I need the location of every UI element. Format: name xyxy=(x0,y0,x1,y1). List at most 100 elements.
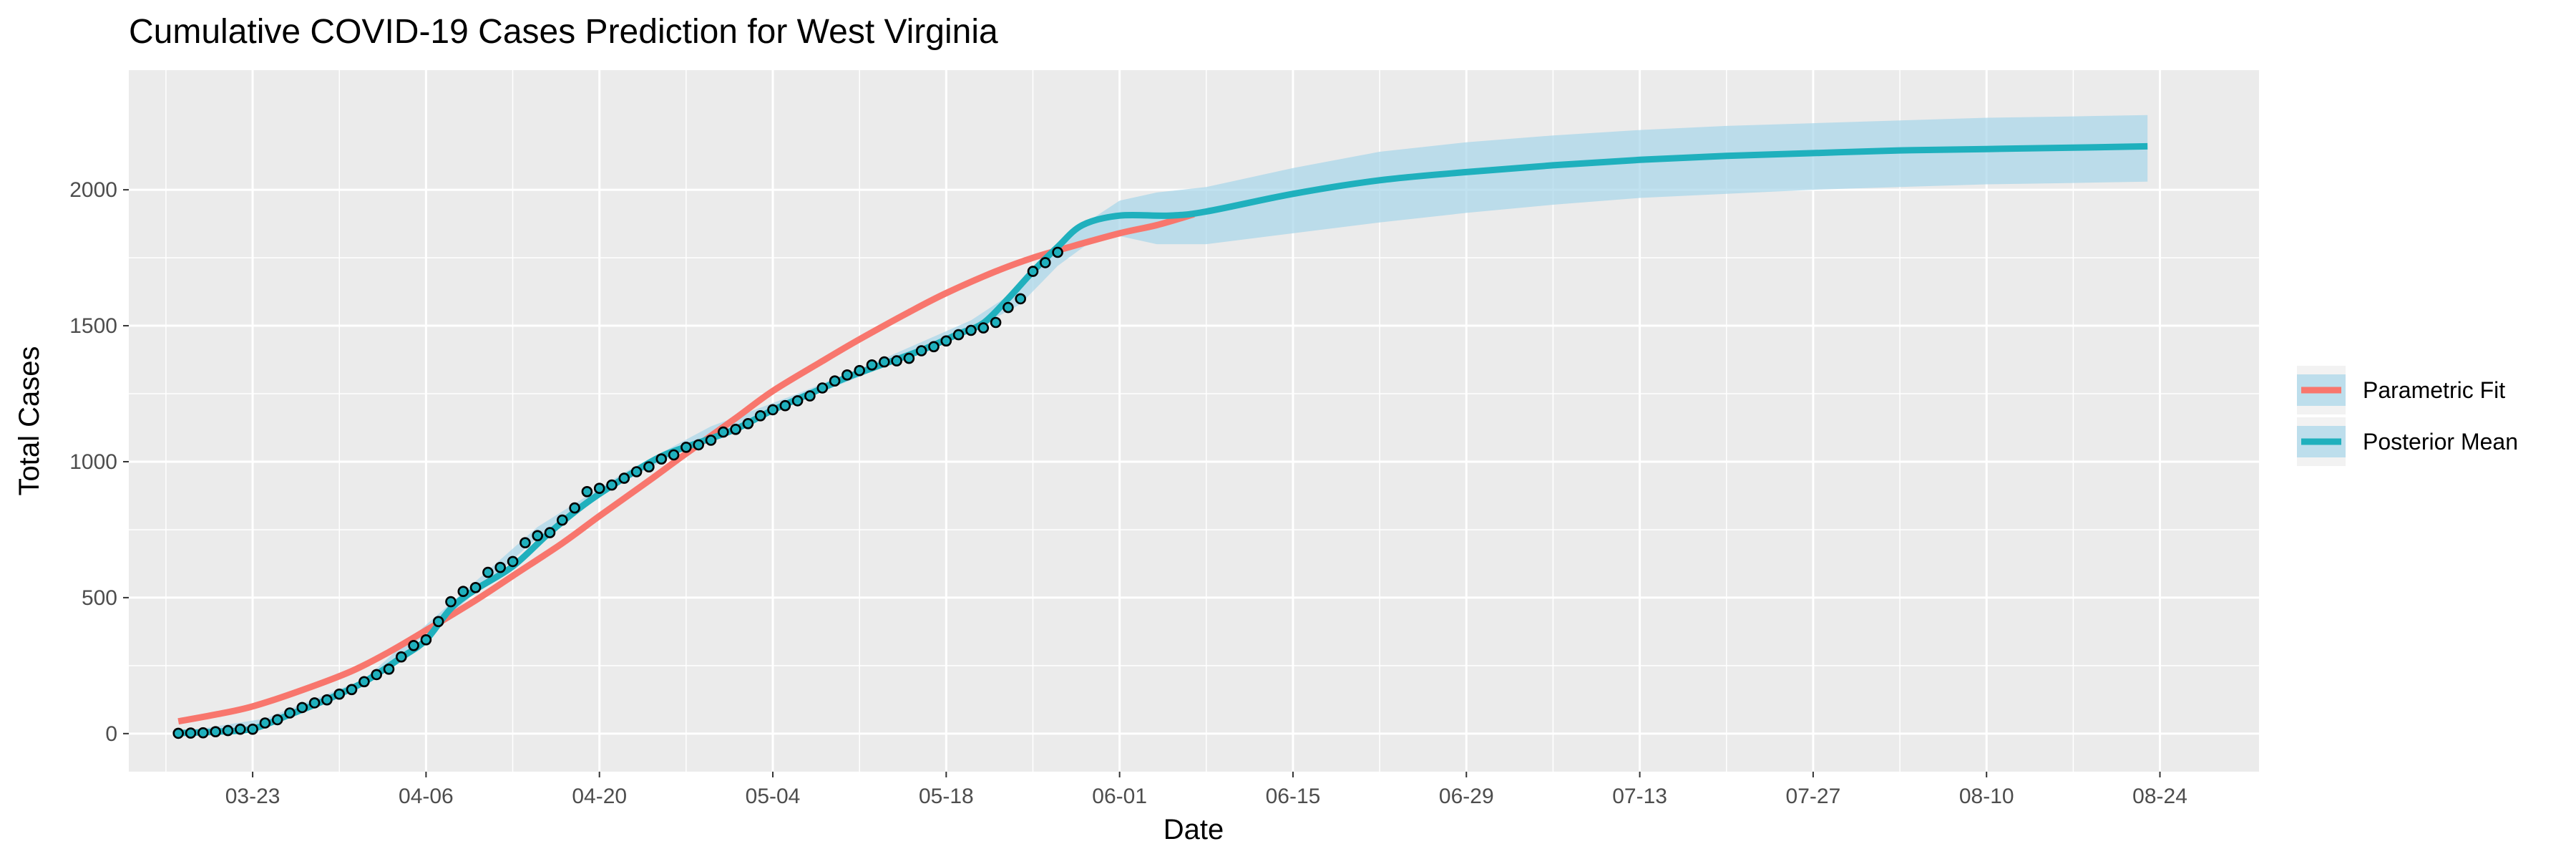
observed-point xyxy=(445,596,457,608)
observed-point xyxy=(1052,246,1063,258)
observed-point xyxy=(519,537,531,549)
observed-point xyxy=(1027,266,1039,277)
x-tick-label: 08-24 xyxy=(2132,785,2187,808)
observed-point xyxy=(1015,293,1026,305)
observed-point xyxy=(346,684,358,696)
chart-title: Cumulative COVID-19 Cases Prediction for… xyxy=(129,13,998,51)
y-axis: 0 500 1000 1500 2000 xyxy=(69,178,129,746)
legend-label: Parametric Fit xyxy=(2363,377,2505,403)
observed-point xyxy=(1002,301,1014,314)
legend: Parametric Fit Posterior Mean xyxy=(2297,366,2518,466)
x-axis-title: Date xyxy=(1163,814,1224,845)
observed-point xyxy=(866,359,878,371)
observed-point xyxy=(829,375,841,387)
observed-point xyxy=(767,404,779,416)
observed-point xyxy=(940,335,952,347)
observed-point xyxy=(296,702,308,714)
observed-point xyxy=(779,399,791,412)
observed-point xyxy=(358,676,370,688)
observed-point xyxy=(680,441,692,453)
x-tick-label: 07-13 xyxy=(1612,785,1667,808)
observed-point xyxy=(606,479,618,491)
observed-point xyxy=(643,461,655,473)
observed-point xyxy=(804,390,816,402)
observed-point xyxy=(234,723,246,735)
x-tick-label: 06-29 xyxy=(1439,785,1494,808)
observed-point xyxy=(222,724,234,737)
observed-point xyxy=(197,727,209,739)
observed-point xyxy=(903,352,915,364)
observed-point xyxy=(556,514,568,526)
x-tick-label: 04-06 xyxy=(399,785,454,808)
x-tick-label: 05-18 xyxy=(919,785,974,808)
observed-point xyxy=(333,688,346,700)
x-tick-label: 06-15 xyxy=(1266,785,1321,808)
y-axis-title: Total Cases xyxy=(14,346,45,496)
observed-point xyxy=(494,561,507,573)
observed-point xyxy=(210,726,222,738)
x-tick-label: 03-23 xyxy=(225,785,280,808)
legend-label: Posterior Mean xyxy=(2363,429,2518,455)
observed-point xyxy=(395,651,407,663)
observed-point xyxy=(618,472,630,484)
x-tick-label: 08-10 xyxy=(1959,785,2014,808)
observed-point xyxy=(915,345,927,356)
observed-point xyxy=(532,530,544,542)
observed-point xyxy=(928,341,940,353)
observed-point xyxy=(791,395,804,407)
observed-point xyxy=(891,355,902,367)
plot-panel xyxy=(129,70,2259,772)
observed-point xyxy=(977,322,990,334)
parametric-fit-line xyxy=(177,210,1195,725)
observed-point xyxy=(457,586,469,598)
observed-point xyxy=(705,435,717,446)
observed-point xyxy=(259,717,271,729)
observed-point xyxy=(383,663,395,675)
observed-point xyxy=(284,707,296,719)
observed-point xyxy=(841,369,853,381)
observed-points xyxy=(172,246,1063,739)
x-tick-label: 05-04 xyxy=(746,785,801,808)
observed-point xyxy=(854,364,865,377)
y-tick-label: 500 xyxy=(82,586,117,610)
observed-point xyxy=(816,382,829,394)
y-tick-label: 1000 xyxy=(69,450,117,474)
observed-point xyxy=(371,669,383,681)
observed-point xyxy=(952,329,965,341)
x-tick-label: 07-27 xyxy=(1786,785,1841,808)
observed-point xyxy=(544,527,556,538)
observed-point xyxy=(630,466,643,477)
observed-point xyxy=(965,324,977,336)
observed-point xyxy=(717,426,729,438)
x-tick-label: 06-01 xyxy=(1092,785,1147,808)
observed-point xyxy=(271,714,283,726)
observed-point xyxy=(247,723,258,735)
observed-point xyxy=(879,356,890,368)
observed-point xyxy=(185,727,197,739)
observed-point xyxy=(581,485,593,498)
observed-point xyxy=(482,566,494,578)
observed-point xyxy=(469,581,482,593)
observed-point xyxy=(432,616,444,628)
y-tick-label: 0 xyxy=(105,722,117,746)
observed-point xyxy=(668,449,680,461)
observed-point xyxy=(593,482,605,495)
observed-point xyxy=(754,409,766,422)
y-tick-label: 2000 xyxy=(69,178,117,202)
observed-point xyxy=(693,439,705,451)
x-axis: 03-23 04-06 04-20 05-04 05-18 06-01 06-15 06-29… xyxy=(225,772,2187,808)
observed-point xyxy=(408,639,419,651)
observed-point xyxy=(507,555,519,568)
observed-point xyxy=(742,417,754,430)
x-tick-label: 04-20 xyxy=(572,785,627,808)
observed-point xyxy=(308,697,321,709)
observed-point xyxy=(990,316,1002,329)
observed-point xyxy=(321,694,333,706)
observed-point xyxy=(1040,257,1051,268)
observed-point xyxy=(172,727,184,739)
observed-point xyxy=(655,453,668,465)
observed-point xyxy=(420,634,432,646)
observed-point xyxy=(569,502,580,514)
observed-point xyxy=(730,423,741,435)
